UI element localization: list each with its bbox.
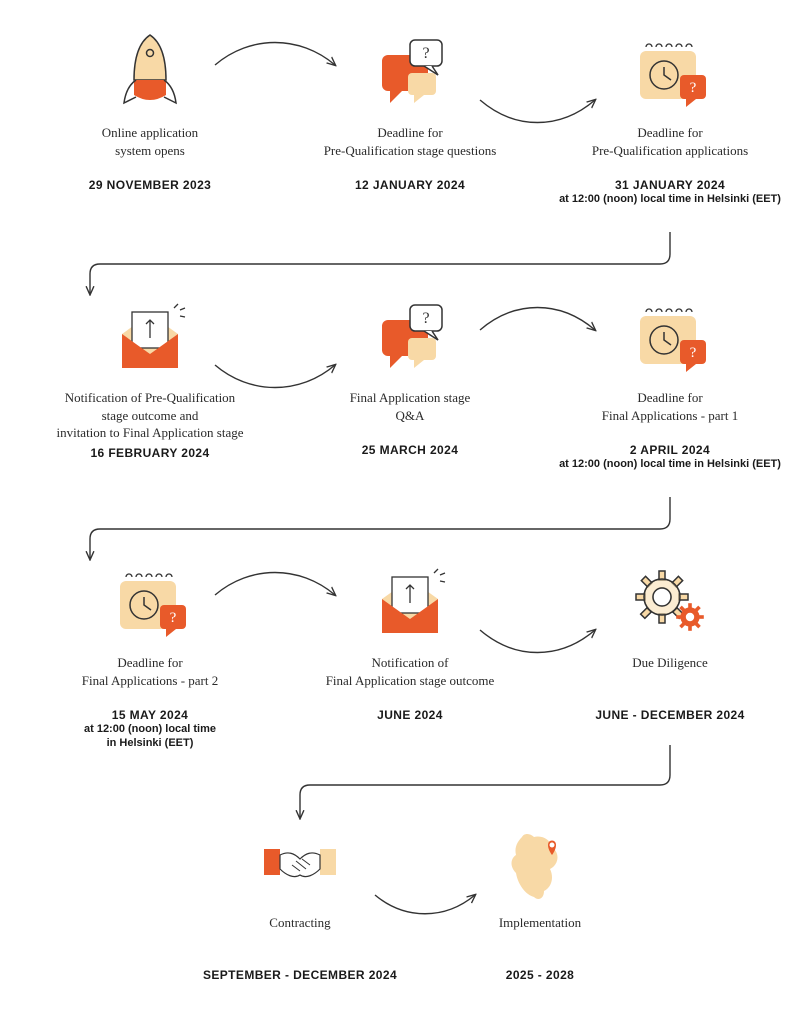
- stage-label: Online applicationsystem opens: [30, 124, 270, 174]
- calendar-clock-icon: [30, 550, 270, 650]
- stage-label: Notification ofFinal Application stage o…: [290, 654, 530, 704]
- gears-icon: [550, 550, 790, 650]
- stage-label: Notification of Pre-Qualificationstage o…: [30, 389, 270, 442]
- stage-date: JUNE - DECEMBER 2024: [550, 708, 790, 722]
- chat-question-icon: [290, 285, 530, 385]
- stage-date: 2 APRIL 2024: [550, 443, 790, 457]
- calendar-clock-icon: [550, 20, 790, 120]
- envelope-icon: [290, 550, 530, 650]
- stage-label: Implementation: [420, 914, 660, 964]
- stage-date: 15 MAY 2024: [30, 708, 270, 722]
- stage-label: Contracting: [180, 914, 420, 964]
- africa-map-icon: [420, 810, 660, 910]
- stage-contracting: Contracting SEPTEMBER - DECEMBER 2024: [180, 810, 420, 982]
- stage-label: Deadline forPre-Qualification applicatio…: [550, 124, 790, 174]
- stage-date: 16 FEBRUARY 2024: [30, 446, 270, 460]
- stage-prequal-questions: Deadline forPre-Qualification stage ques…: [290, 20, 530, 192]
- stage-final-outcome: Notification ofFinal Application stage o…: [290, 550, 530, 722]
- stage-date: 12 JANUARY 2024: [290, 178, 530, 192]
- stage-date: 2025 - 2028: [420, 968, 660, 982]
- stage-application-opens: Online applicationsystem opens 29 NOVEMB…: [30, 20, 270, 192]
- stage-subdate: at 12:00 (noon) local timein Helsinki (E…: [30, 722, 270, 751]
- stage-date: SEPTEMBER - DECEMBER 2024: [180, 968, 420, 982]
- stage-final-part1: Deadline forFinal Applications - part 1 …: [550, 285, 790, 471]
- stage-prequal-outcome: Notification of Pre-Qualificationstage o…: [30, 285, 270, 460]
- stage-final-qa: Final Application stageQ&A 25 MARCH 2024: [290, 285, 530, 457]
- stage-date: 31 JANUARY 2024: [550, 178, 790, 192]
- stage-label: Final Application stageQ&A: [290, 389, 530, 439]
- calendar-clock-icon: [550, 285, 790, 385]
- chat-question-icon: [290, 20, 530, 120]
- stage-label: Deadline forFinal Applications - part 2: [30, 654, 270, 704]
- stage-date: 25 MARCH 2024: [290, 443, 530, 457]
- stage-final-part2: Deadline forFinal Applications - part 2 …: [30, 550, 270, 751]
- stage-date: JUNE 2024: [290, 708, 530, 722]
- stage-prequal-deadline: Deadline forPre-Qualification applicatio…: [550, 20, 790, 206]
- stage-due-diligence: Due Diligence JUNE - DECEMBER 2024: [550, 550, 790, 722]
- stage-subdate: at 12:00 (noon) local time in Helsinki (…: [550, 192, 790, 206]
- envelope-icon: [30, 285, 270, 385]
- handshake-icon: [180, 810, 420, 910]
- stage-subdate: at 12:00 (noon) local time in Helsinki (…: [550, 457, 790, 471]
- stage-label: Due Diligence: [550, 654, 790, 704]
- rocket-icon: [30, 20, 270, 120]
- stage-date: 29 NOVEMBER 2023: [30, 178, 270, 192]
- stage-label: Deadline forFinal Applications - part 1: [550, 389, 790, 439]
- stage-implementation: Implementation 2025 - 2028: [420, 810, 660, 982]
- stage-label: Deadline forPre-Qualification stage ques…: [290, 124, 530, 174]
